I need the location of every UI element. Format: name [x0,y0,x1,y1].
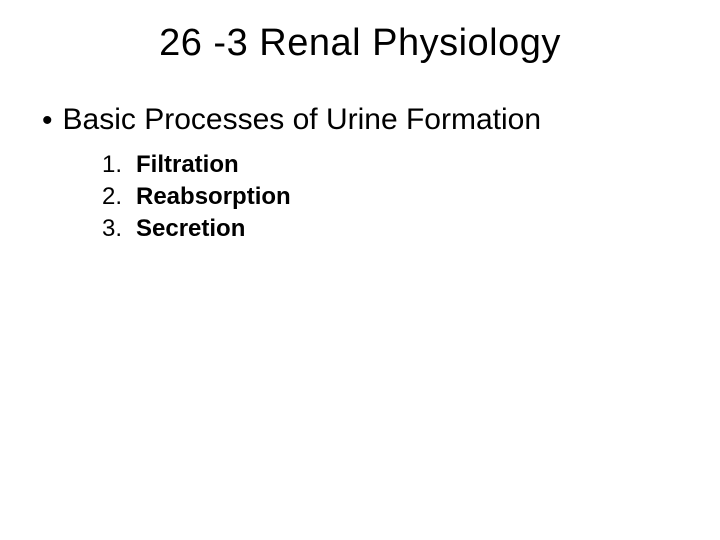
list-label: Filtration [136,151,239,179]
bullet-text: Basic Processes of Urine Formation [63,103,542,137]
slide-title: 26 -3 Renal Physiology [0,0,720,65]
list-label: Reabsorption [136,183,291,211]
list-item: 3. Secretion [102,215,720,243]
list-number: 3. [102,215,130,243]
list-item: 1. Filtration [102,151,720,179]
bullet-item: • Basic Processes of Urine Formation [42,103,720,137]
list-number: 1. [102,151,130,179]
list-number: 2. [102,183,130,211]
list-item: 2. Reabsorption [102,183,720,211]
list-label: Secretion [136,215,245,243]
ordered-list: 1. Filtration 2. Reabsorption 3. Secreti… [102,151,720,243]
slide-container: 26 -3 Renal Physiology • Basic Processes… [0,0,720,540]
bullet-marker-icon: • [42,106,53,136]
